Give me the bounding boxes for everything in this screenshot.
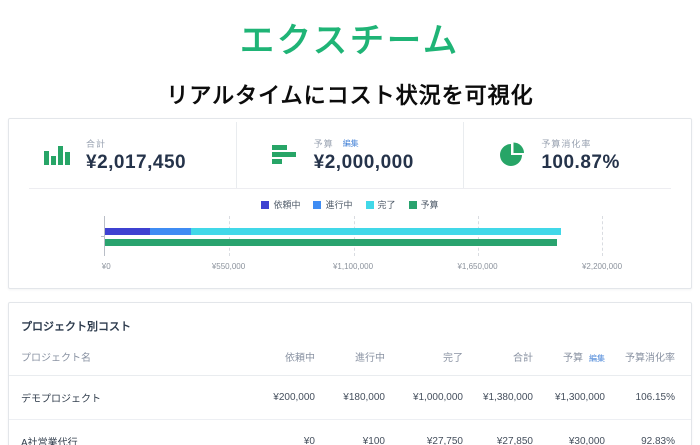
stat-budget: 予算 編集 ¥2,000,000 (235, 122, 464, 188)
cell-budget: ¥1,300,000 (533, 375, 605, 420)
cell-total: ¥27,850 (463, 419, 533, 445)
table-row: A社営業代行 ¥0 ¥100 ¥27,750 ¥27,850 ¥30,000 9… (9, 419, 691, 445)
legend-label-completed: 完了 (377, 200, 396, 210)
cell-requested: ¥0 (233, 419, 315, 445)
actual-cost-bar (105, 228, 602, 235)
gridline (477, 216, 479, 256)
summary-card: 合計 ¥2,017,450 予算 編集 (8, 118, 692, 289)
cell-burn-rate: 92.83% (605, 419, 691, 445)
x-axis-label: ¥0 (101, 262, 111, 271)
legend-swatch-in-progress (313, 200, 322, 209)
cost-bar-chart: ¥0 ¥550,000 ¥1,100,000 ¥1,650,000 ¥2,200… (9, 216, 691, 276)
bar-chart-icon (43, 142, 71, 168)
gridline (353, 216, 355, 256)
legend-swatch-completed (365, 200, 374, 209)
x-axis-label: ¥2,200,000 (581, 262, 623, 271)
budget-edit-link[interactable]: 編集 (342, 138, 359, 148)
bar-segment-in-progress (150, 228, 191, 235)
column-header-requested: 依頼中 (233, 341, 315, 376)
page-subtitle: リアルタイムにコスト状況を可視化 (166, 83, 534, 108)
cell-budget: ¥30,000 (533, 419, 605, 445)
legend-item-budget[interactable]: 予算 (408, 198, 439, 211)
x-axis-label: ¥1,650,000 (457, 262, 498, 271)
cell-in-progress: ¥100 (315, 419, 385, 445)
column-header-completed: 完了 (385, 341, 463, 376)
cell-burn-rate: 106.15% (605, 375, 691, 420)
legend-label-budget: 予算 (420, 200, 439, 210)
table-header-row: プロジェクト名 依頼中 進行中 完了 合計 予算 編集 予算消化率 (9, 341, 691, 376)
pie-chart-icon (498, 142, 526, 168)
legend-item-requested[interactable]: 依頼中 (261, 198, 300, 211)
bar-segment-completed (190, 228, 561, 235)
legend-swatch-requested (261, 200, 270, 209)
cell-project-name: デモプロジェクト (9, 375, 233, 420)
chart-legend: 依頼中 進行中 完了 予算 (9, 198, 691, 211)
legend-swatch-budget (408, 200, 417, 209)
horizontal-bars-icon (271, 142, 299, 168)
table-title: プロジェクト別コスト (21, 321, 131, 333)
bar-segment-requested (105, 228, 151, 235)
legend-label-in-progress: 進行中 (325, 200, 353, 210)
cell-project-name: A社営業代行 (9, 419, 233, 445)
cell-completed: ¥1,000,000 (385, 375, 463, 420)
table-budget-edit-link[interactable]: 編集 (589, 354, 605, 363)
gridline (602, 216, 603, 256)
x-axis-label: ¥550,000 (211, 262, 246, 271)
x-axis-label: ¥1,100,000 (332, 262, 374, 271)
page-title: エクスチーム (240, 22, 460, 60)
stat-total-label: 合計 (86, 138, 107, 149)
stat-budget-label: 予算 (313, 138, 334, 149)
table-row: デモプロジェクト ¥200,000 ¥180,000 ¥1,000,000 ¥1… (9, 375, 691, 420)
cell-completed: ¥27,750 (385, 419, 463, 445)
chart-plot-area (101, 216, 603, 256)
x-axis: ¥0 ¥550,000 ¥1,100,000 ¥1,650,000 ¥2,200… (101, 262, 622, 274)
column-header-burn-rate: 予算消化率 (605, 341, 691, 376)
legend-item-in-progress[interactable]: 進行中 (313, 198, 353, 211)
project-cost-table: プロジェクト名 依頼中 進行中 完了 合計 予算 編集 予算消化率 デモプロジェク… (9, 341, 691, 445)
stat-total-value: ¥2,017,450 (86, 151, 187, 173)
legend-label-requested: 依頼中 (273, 200, 301, 210)
column-header-project-name: プロジェクト名 (9, 341, 233, 376)
budget-column-label: 予算 (563, 353, 583, 364)
gridline (229, 216, 231, 256)
cell-requested: ¥200,000 (233, 375, 315, 420)
column-header-budget: 予算 編集 (533, 341, 605, 376)
stats-row: 合計 ¥2,017,450 予算 編集 (9, 122, 691, 188)
cell-in-progress: ¥180,000 (315, 375, 385, 420)
stat-burn-rate: 予算消化率 100.87% (463, 122, 691, 188)
stat-burn-rate-label: 予算消化率 (541, 138, 592, 149)
legend-item-completed[interactable]: 完了 (365, 198, 396, 211)
cell-total: ¥1,380,000 (463, 375, 533, 420)
stat-burn-rate-value: 100.87% (541, 151, 620, 173)
stat-total: 合計 ¥2,017,450 (9, 122, 236, 188)
stat-budget-value: ¥2,000,000 (313, 151, 414, 173)
summary-divider (29, 188, 671, 189)
y-axis-tick (101, 236, 105, 237)
project-cost-card: プロジェクト別コスト プロジェクト名 依頼中 進行中 完了 合計 予算 編集 予算… (8, 302, 692, 445)
column-header-in-progress: 進行中 (315, 341, 385, 376)
budget-bar (105, 239, 557, 246)
column-header-total: 合計 (463, 341, 533, 376)
